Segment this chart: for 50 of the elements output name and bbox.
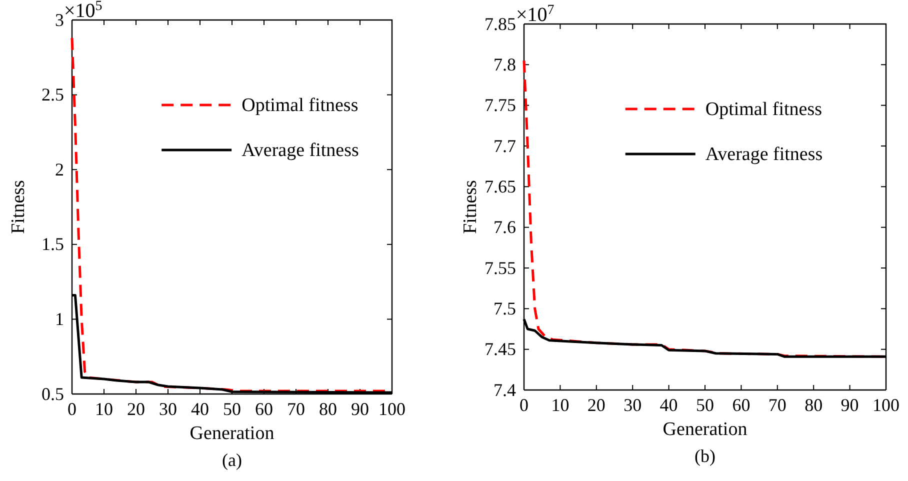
x-tick-label: 70	[768, 394, 786, 415]
y-tick-label: 7.75	[484, 95, 516, 116]
x-tick-label: 30	[159, 398, 177, 419]
x-tick-label: 0	[520, 394, 528, 415]
x-tick-label: 80	[319, 398, 337, 419]
y-tick-label: 2	[55, 159, 64, 180]
legend-label: Optimal fitness	[242, 95, 358, 116]
x-tick-label: 10	[95, 398, 113, 419]
y-tick-label: 0.5	[42, 384, 64, 404]
x-tick-label: 0	[68, 398, 76, 419]
legend-label: Average fitness	[705, 144, 823, 165]
y-tick-label: 7.4	[494, 380, 516, 400]
x-tick-label: 40	[660, 394, 678, 415]
legend-label: Average fitness	[242, 140, 359, 161]
y-tick-label: 1	[55, 308, 64, 329]
x-tick-label: 20	[587, 394, 606, 415]
y-tick-label: 7.55	[484, 258, 516, 278]
y-tick-label: 3	[55, 10, 64, 30]
x-tick-label: 30	[624, 394, 642, 415]
legend-label: Optimal fitness	[705, 99, 822, 120]
annotation: ×10$^{5}$	[64, 0, 102, 22]
x-tick-label: 40	[191, 398, 209, 419]
y-axis-title: Fitness	[8, 180, 29, 234]
x-tick-label: 80	[804, 394, 823, 415]
y-axis-title: Fitness	[460, 180, 481, 234]
x-tick-label: 70	[287, 398, 305, 419]
text: (a)	[222, 450, 242, 470]
y-tick-label: 7.6	[494, 217, 516, 238]
x-tick-label: 60	[732, 394, 750, 415]
y-tick-label: 7.85	[484, 14, 516, 34]
x-tick-label: 90	[840, 394, 859, 415]
x-tick-label: 50	[696, 394, 714, 415]
x-tick-label: 20	[127, 398, 145, 419]
x-axis-title: Generation	[662, 419, 748, 440]
x-tick-label: 50	[223, 398, 241, 419]
x-tick-label: 10	[551, 394, 570, 415]
annotation: ×10$^{7}$	[516, 2, 554, 26]
y-tick-label: 7.5	[494, 298, 516, 318]
y-tick-label: 7.45	[484, 339, 516, 360]
x-tick-label: 100	[378, 398, 406, 419]
x-tick-label: 60	[255, 398, 273, 419]
x-tick-label: 100	[872, 394, 900, 415]
x-tick-label: 90	[351, 398, 369, 419]
x-axis-title: Generation	[190, 423, 275, 444]
y-tick-label: 1.5	[42, 234, 64, 254]
y-tick-label: 7.8	[494, 54, 516, 74]
text: (b)	[694, 446, 716, 466]
y-tick-label: 7.65	[484, 176, 516, 196]
y-tick-label: 7.7	[494, 136, 516, 156]
y-tick-label: 2.5	[42, 84, 64, 105]
